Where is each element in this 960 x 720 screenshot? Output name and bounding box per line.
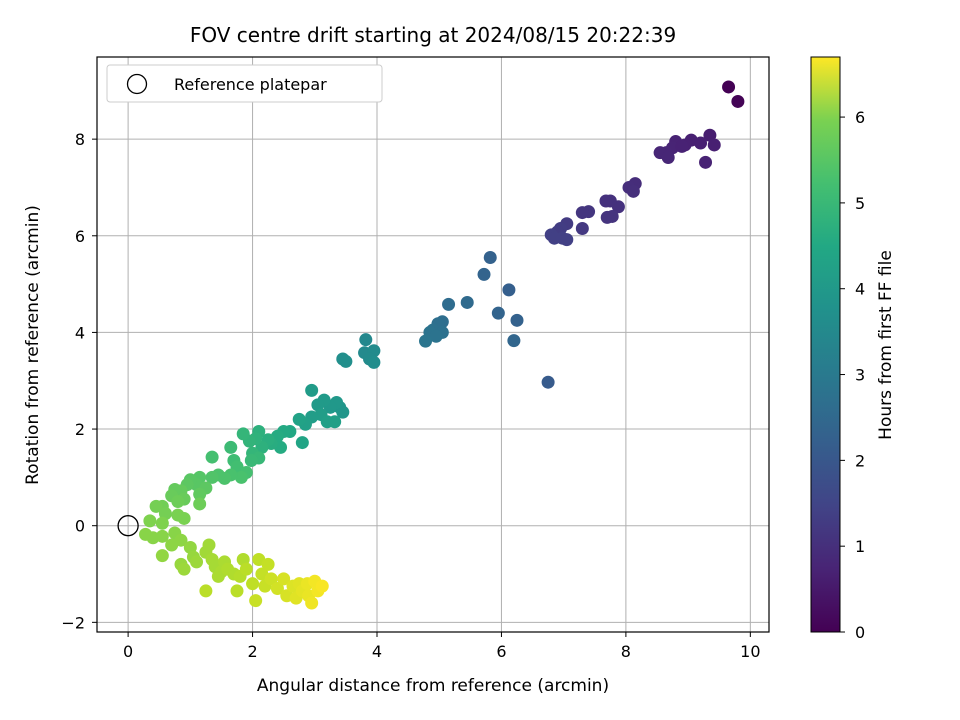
data-point — [234, 470, 248, 484]
data-point — [510, 313, 524, 327]
y-tick-label: 2 — [75, 420, 85, 439]
plot-frame — [96, 56, 770, 633]
data-point — [177, 511, 191, 525]
x-tick-label: 10 — [740, 642, 760, 661]
data-point — [575, 222, 589, 236]
colorbar-ticks: 0 1 2 3 4 5 6 — [840, 108, 865, 642]
x-tick-label: 2 — [247, 642, 257, 661]
data-point — [155, 516, 169, 530]
data-point — [199, 584, 213, 598]
y-tick-label: 8 — [75, 130, 85, 149]
x-tick-label: 6 — [496, 642, 506, 661]
data-point — [236, 427, 250, 441]
data-point — [731, 94, 745, 108]
y-axis-ticks: −2 0 2 4 6 8 — [61, 130, 97, 632]
data-point — [205, 470, 219, 484]
data-point — [707, 138, 721, 152]
colorbar-tick-label: 4 — [855, 280, 865, 299]
data-point — [367, 355, 381, 369]
data-point — [165, 538, 179, 552]
data-point — [507, 334, 521, 348]
data-point — [575, 206, 589, 220]
data-point — [328, 415, 342, 429]
x-tick-label: 8 — [621, 642, 631, 661]
data-point — [177, 562, 191, 576]
legend-marker-reference — [126, 73, 148, 95]
y-tick-label: 4 — [75, 323, 85, 342]
colorbar-tick-label: 2 — [855, 451, 865, 470]
data-point — [541, 375, 555, 389]
colorbar-tick-label: 6 — [855, 108, 865, 127]
y-axis-title: Rotation from reference (arcmin) — [23, 205, 43, 485]
data-point — [292, 412, 306, 426]
data-point — [491, 306, 505, 320]
data-point — [211, 569, 225, 583]
data-point — [239, 562, 253, 576]
data-point — [722, 80, 736, 94]
data-point — [264, 572, 278, 586]
data-point — [626, 184, 640, 198]
legend: Reference platepar — [106, 64, 383, 103]
colorbar-title: Hours from first FF file — [876, 250, 896, 440]
data-point — [155, 549, 169, 563]
data-point — [224, 440, 238, 454]
data-point — [295, 436, 309, 450]
colorbar — [810, 56, 841, 633]
data-point — [244, 453, 258, 467]
data-point — [261, 557, 275, 571]
data-point — [336, 405, 350, 419]
data-point — [270, 582, 284, 596]
data-point — [419, 334, 433, 348]
x-tick-label: 4 — [372, 642, 382, 661]
data-point — [305, 383, 319, 397]
data-point — [315, 579, 329, 593]
legend-box — [106, 64, 383, 103]
data-point — [703, 128, 717, 142]
scatter-points — [117, 80, 745, 610]
colorbar-tick-label: 0 — [855, 623, 865, 642]
data-point — [249, 594, 263, 608]
data-point — [149, 499, 163, 513]
reference-platepar-marker — [117, 515, 139, 537]
data-point — [171, 495, 185, 509]
x-axis-title: Angular distance from reference (arcmin) — [257, 676, 609, 696]
data-point — [560, 233, 574, 247]
data-point — [675, 139, 689, 153]
legend-label-reference: Reference platepar — [174, 75, 327, 94]
data-point — [600, 210, 614, 224]
data-point — [193, 497, 207, 511]
y-tick-label: 6 — [75, 227, 85, 246]
data-point — [246, 577, 260, 591]
data-point — [359, 333, 373, 347]
data-point — [230, 584, 244, 598]
data-point — [699, 155, 713, 169]
data-point — [190, 555, 204, 569]
colorbar-tick-label: 3 — [855, 366, 865, 385]
data-point — [277, 572, 291, 586]
data-point — [661, 151, 675, 165]
data-point — [483, 251, 497, 265]
data-point — [143, 514, 157, 528]
data-point — [442, 297, 456, 311]
y-tick-label: −2 — [61, 613, 85, 632]
data-point — [339, 354, 353, 368]
data-point — [202, 538, 216, 552]
colorbar-tick-label: 1 — [855, 537, 865, 556]
data-point — [599, 194, 613, 208]
data-point — [429, 329, 443, 343]
data-point — [477, 267, 491, 281]
x-tick-label: 0 — [123, 642, 133, 661]
data-point — [502, 283, 516, 297]
y-tick-label: 0 — [75, 517, 85, 536]
x-axis-ticks: 0 2 4 6 8 10 — [123, 632, 761, 661]
colorbar-tick-label: 5 — [855, 194, 865, 213]
data-point — [305, 596, 319, 610]
data-point — [193, 487, 207, 501]
data-point — [205, 450, 219, 464]
chart-title: FOV centre drift starting at 2024/08/15 … — [190, 23, 676, 47]
data-point — [460, 295, 474, 309]
data-point — [155, 529, 169, 543]
